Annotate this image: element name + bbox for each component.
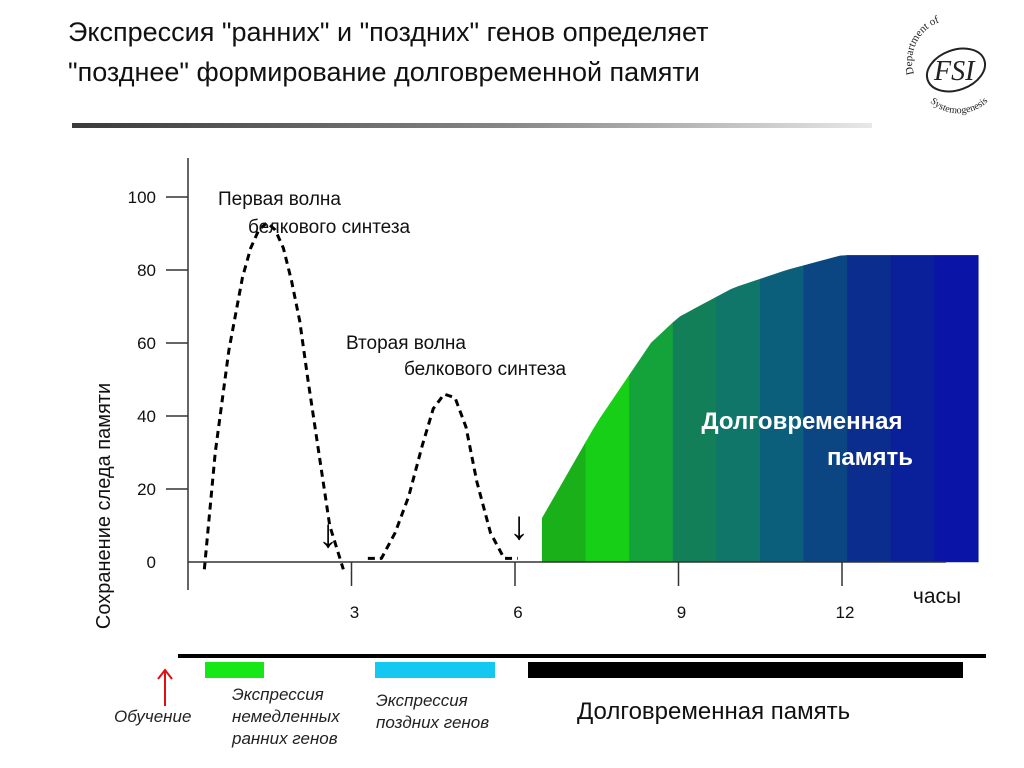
timeline-line [178,654,986,658]
department-logo: Department of FSI Systemogenesis [903,14,990,116]
late-genes-label: Экспрессия поздних генов [376,690,536,734]
x-tick-label: 9 [677,603,686,622]
wave1-label-line1: Первая волна [218,189,341,210]
wave1-label-line2: белкового синтеза [248,217,411,238]
page-title: Экспрессия "ранних" и "поздних" генов оп… [68,12,868,92]
title-line-1: Экспрессия "ранних" и "поздних" генов оп… [68,17,709,47]
ltm-area-band [541,441,587,563]
x-axis-label: часы [913,585,961,608]
late-genes-line-2: поздних генов [376,713,490,732]
y-axis-label: Сохранение следа памяти [93,383,115,629]
logo-bottom-text: Systemogenesis [928,95,990,116]
y-tick-label: 60 [137,334,156,353]
logo-center-text: FSI [933,56,976,87]
wave2-label-line1: Вторая волна [346,333,466,354]
x-tick-label: 6 [513,603,522,622]
learning-arrow-icon [157,668,173,706]
down-arrow-icon: ↓ [318,512,338,556]
y-tick-label: 40 [137,407,156,426]
x-tick-label: 12 [836,603,855,622]
y-tick-label: 20 [137,480,156,499]
memory-chart: 0 20 40 60 80 100 3 6 9 12 часы Сохранение следа па… [93,158,979,629]
early-genes-bar [205,662,264,678]
wave-curve-1 [202,221,345,570]
ltm-area-band [585,374,630,563]
ltm-area-band [934,255,979,563]
late-genes-bar [375,662,495,678]
learning-label: Обучение [114,707,192,726]
ltm-area-band [629,321,674,563]
wave-curve-2 [367,392,518,560]
early-genes-line-3: ранних генов [232,729,338,748]
late-genes-line-1: Экспрессия [376,691,468,710]
long-term-memory-bar [528,662,963,678]
title-divider [72,123,872,128]
ltm-label-line2: память [827,444,913,471]
title-line-2: "позднее" формирование долговременной па… [68,57,700,87]
y-tick-label: 0 [147,553,156,572]
ltm-label-line1: Долговременная [702,408,903,435]
y-tick-label: 80 [137,261,156,280]
early-genes-label: Экспрессия немедленных ранних генов [232,684,382,750]
svg-text:Systemogenesis: Systemogenesis [928,95,990,116]
down-arrow-icon: ↓ [509,504,529,548]
y-tick-label: 100 [128,188,156,207]
wave2-label-line2: белкового синтеза [404,359,567,380]
long-term-memory-label: Долговременная память [577,698,851,725]
early-genes-line-1: Экспрессия [232,685,324,704]
x-tick-label: 3 [350,603,359,622]
early-genes-line-2: немедленных [232,707,340,726]
